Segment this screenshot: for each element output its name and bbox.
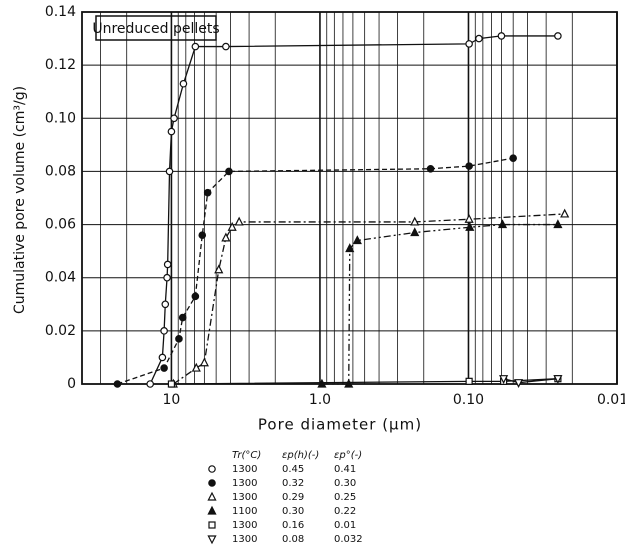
x-tick-label: 0.10 — [453, 392, 484, 408]
marker — [225, 167, 233, 176]
legend-cell: 0.25 — [334, 492, 356, 503]
legend-cell: 1300 — [232, 534, 257, 545]
annotation-box — [95, 15, 217, 41]
series-line — [149, 35, 558, 385]
marker — [198, 231, 207, 240]
legend-header: εp°(-) — [334, 450, 362, 461]
marker — [410, 216, 420, 226]
marker — [160, 327, 168, 335]
marker — [163, 273, 171, 282]
marker — [497, 219, 508, 229]
marker — [464, 213, 474, 223]
y-tick-label: 0.14 — [45, 4, 76, 20]
marker — [465, 377, 473, 385]
legend-cell: 0.16 — [282, 520, 304, 531]
legend-marker — [208, 465, 216, 473]
marker — [345, 243, 355, 253]
marker — [178, 313, 187, 322]
marker — [170, 114, 178, 123]
legend-cell: 0.30 — [282, 506, 304, 517]
legend-cell: 0.032 — [334, 534, 363, 545]
marker — [160, 364, 168, 372]
marker — [553, 375, 563, 384]
marker — [465, 221, 475, 231]
marker — [509, 154, 517, 162]
legend-cell: 0.41 — [334, 464, 356, 475]
legend-marker — [207, 505, 217, 515]
marker — [465, 40, 473, 48]
marker — [191, 362, 201, 372]
legend-cell: 1300 — [232, 520, 257, 531]
legend-header: εp(h)(-) — [282, 450, 319, 461]
y-tick-label: 0.08 — [45, 163, 76, 179]
marker — [167, 127, 176, 136]
y-tick-label: 0.06 — [45, 217, 76, 233]
series-line — [117, 157, 514, 385]
y-tick-label: 0.02 — [45, 323, 76, 339]
y-tick-label: 0.10 — [45, 110, 76, 126]
legend-header: Tr(°C) — [232, 450, 261, 461]
marker — [113, 380, 122, 388]
marker — [513, 379, 524, 388]
legend-cell: 0.22 — [334, 506, 356, 517]
marker — [344, 378, 354, 388]
marker — [191, 292, 200, 301]
marker — [465, 162, 473, 170]
marker — [165, 167, 174, 176]
legend-marker — [208, 521, 216, 529]
marker — [560, 208, 570, 218]
marker — [167, 380, 176, 388]
y-axis-label: Cumulative pore volume (cm³/g) — [12, 86, 28, 314]
legend-cell: 1300 — [232, 464, 257, 475]
legend-cell: 1100 — [232, 506, 257, 517]
legend-cell: 0.32 — [282, 478, 304, 489]
series-line — [321, 223, 558, 385]
marker — [497, 32, 506, 40]
marker — [352, 235, 362, 245]
marker — [475, 34, 483, 43]
marker — [163, 260, 172, 269]
marker — [499, 375, 509, 384]
x-tick-label: 1.0 — [309, 392, 331, 408]
marker — [175, 335, 183, 343]
marker — [161, 300, 170, 309]
marker — [203, 188, 212, 197]
marker — [214, 264, 224, 274]
x-tick-label: 0.010 — [597, 392, 625, 408]
marker — [179, 79, 188, 88]
x-axis-label: Pore diameter (μm) — [258, 416, 422, 434]
marker — [221, 232, 231, 242]
marker — [410, 227, 420, 237]
marker — [191, 42, 200, 51]
marker — [426, 164, 435, 173]
x-tick-label: 10 — [163, 392, 181, 408]
marker — [553, 219, 563, 229]
legend-cell: 0.30 — [334, 478, 356, 489]
legend-cell: 0.08 — [282, 534, 304, 545]
legend-marker — [207, 535, 217, 545]
legend-marker — [207, 491, 217, 501]
y-tick-label: 0 — [67, 376, 76, 392]
legend-cell: 0.45 — [282, 464, 304, 475]
annotation: Unreduced pellets — [92, 21, 219, 37]
y-tick-label: 0.12 — [45, 57, 76, 73]
marker — [227, 221, 237, 231]
legend-cell: 1300 — [232, 478, 257, 489]
legend-cell: 0.29 — [282, 492, 304, 503]
y-tick-label: 0.04 — [45, 270, 76, 286]
marker — [554, 32, 562, 40]
legend-cell: 0.01 — [334, 520, 356, 531]
marker — [199, 357, 209, 367]
marker — [146, 380, 154, 388]
marker — [234, 216, 244, 226]
marker — [222, 42, 230, 51]
marker — [317, 378, 327, 388]
marker — [158, 353, 167, 362]
series-line — [503, 378, 558, 384]
legend-marker — [208, 479, 216, 487]
series-line — [171, 378, 558, 385]
legend-cell: 1300 — [232, 492, 257, 503]
